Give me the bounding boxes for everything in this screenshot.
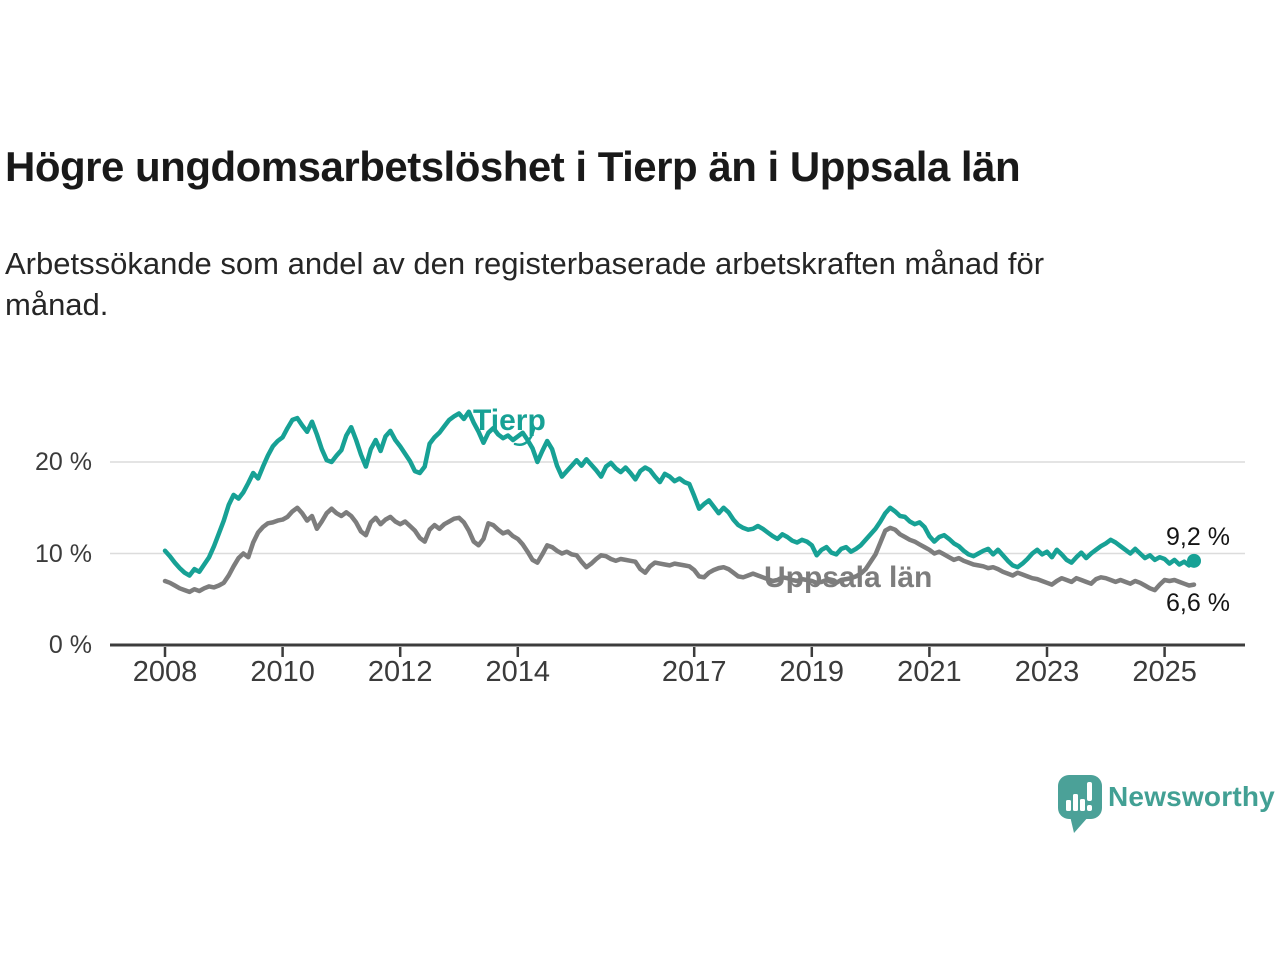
x-tick-label: 2021 bbox=[897, 656, 962, 688]
x-tick-label: 2012 bbox=[367, 656, 433, 688]
subtitle-line-1: Arbetssökande som andel av den registerb… bbox=[5, 246, 1045, 281]
newsworthy-logo-icon bbox=[1058, 775, 1102, 833]
x-tick-label: 2025 bbox=[1132, 656, 1197, 688]
x-tick-label: 2014 bbox=[485, 656, 551, 688]
y-tick-label: 0 % bbox=[48, 631, 92, 659]
end-value-label-uppsala-lan: 6,6 % bbox=[1166, 589, 1230, 617]
series-label-uppsala-lan: Uppsala län bbox=[764, 561, 933, 594]
chart-subtitle: Arbetssökande som andel av den registerb… bbox=[5, 243, 1205, 325]
x-tick-label: 2017 bbox=[661, 656, 727, 688]
subtitle-line-2: månad. bbox=[5, 287, 109, 322]
newsworthy-logo-text: Newsworthy bbox=[1108, 781, 1275, 812]
x-tick-label: 2008 bbox=[132, 656, 198, 688]
x-tick-label: 2023 bbox=[1014, 656, 1080, 688]
x-tick-label: 2019 bbox=[779, 656, 845, 688]
y-tick-label: 10 % bbox=[35, 539, 92, 568]
page-title: Högre ungdomsarbetslöshet i Tierp än i U… bbox=[5, 143, 1021, 190]
end-value-label-tierp: 9,2 % bbox=[1166, 523, 1230, 551]
y-tick-label: 20 % bbox=[35, 448, 92, 476]
newsworthy-logo: Newsworthy bbox=[1056, 773, 1280, 837]
x-tick-label: 2010 bbox=[250, 656, 315, 688]
series-label-tierp: Tierp bbox=[473, 404, 546, 437]
